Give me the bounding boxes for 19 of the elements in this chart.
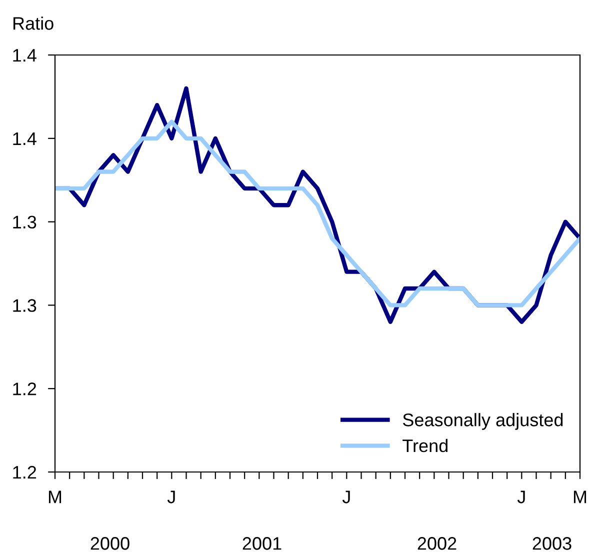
y-tick-label: 1.2 [13, 382, 36, 396]
y-tick-label: 1.4 [13, 132, 36, 145]
legend-label: Trend [402, 438, 448, 452]
text: 2003 [532, 537, 572, 550]
legend-label: Seasonally adjusted [402, 413, 563, 430]
x-tick-label: J [517, 490, 525, 504]
y-tick-label: 1.4 [13, 49, 36, 62]
x-tick-label: M [48, 490, 62, 504]
y-axis-title: Ratio [13, 16, 54, 30]
x-tick-label: M [574, 490, 586, 504]
y-tick-label: 1.3 [13, 299, 36, 312]
x-tick-label: J [167, 490, 175, 504]
y-tick-label: 1.2 [13, 466, 36, 479]
text: 2002 [418, 537, 456, 550]
x-tick-label: J [342, 490, 350, 504]
y-tick-label: 1.3 [13, 216, 36, 229]
line-series [55, 120, 580, 308]
text: 2000 [90, 537, 130, 550]
text: 2001 [242, 537, 282, 550]
